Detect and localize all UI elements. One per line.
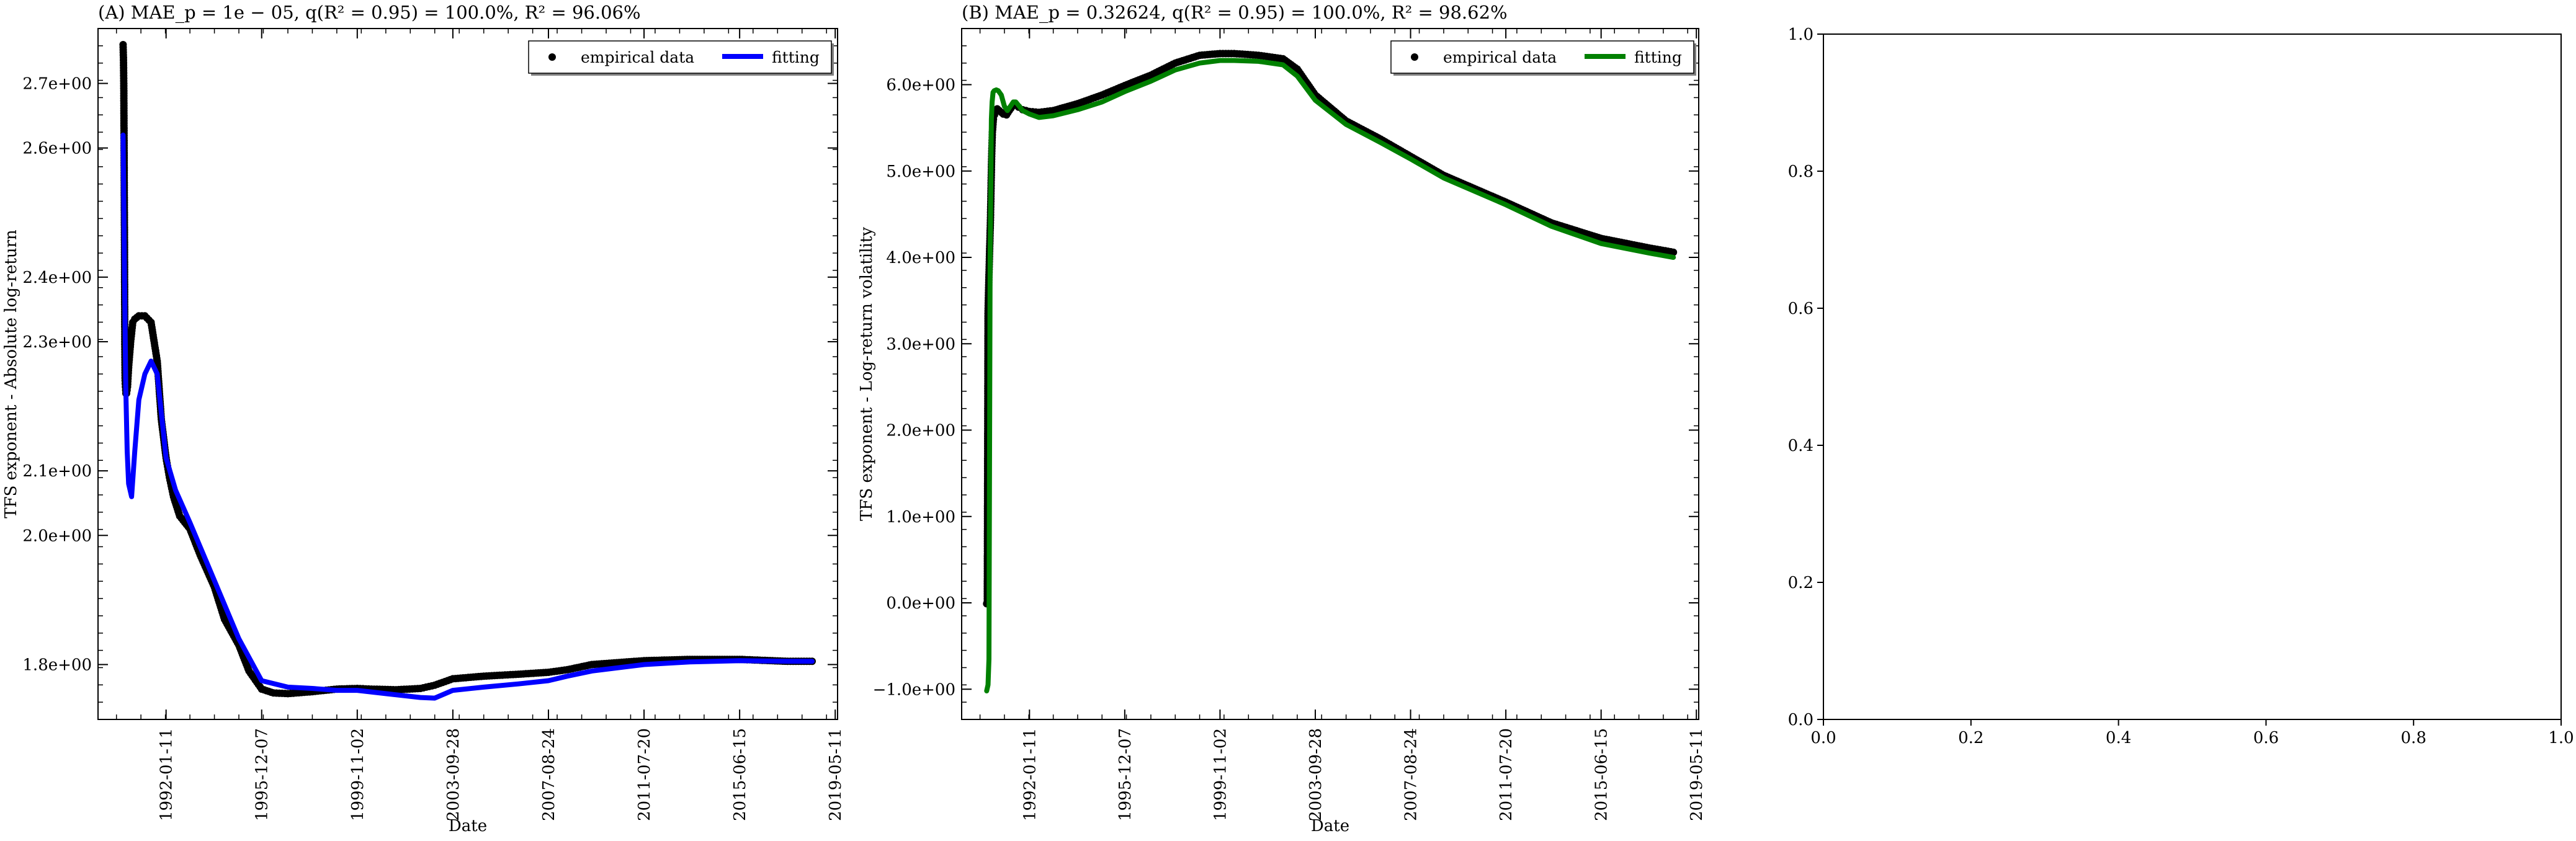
panel-b-legend-empirical-label: empirical data [1443,48,1557,66]
x-tick-label: 1999-11-02 [349,728,367,821]
y-tick-label: 0.0 [1788,711,1813,729]
x-tick-label: 0.6 [2253,729,2279,747]
x-tick-label: 0.4 [2106,729,2131,747]
panel-b-ticks [962,28,1699,720]
y-tick-label: 3.0e+00 [886,335,955,354]
y-tick-label: 0.2 [1788,574,1813,592]
x-tick-label: 2011-07-20 [1497,728,1516,821]
x-tick-label: 2003-09-28 [444,728,463,821]
panel-c-axes-frame [1823,33,2562,720]
x-tick-label: 0.0 [1810,729,1836,747]
panel-a-legend-box [528,40,832,74]
panel-a-title: (A) MAE_p = 1e − 05, q(R² = 0.95) = 100.… [98,2,641,24]
panel-a-tick-labels: 1992-01-11 1995-12-07 1999-11-02 2003-09-28… [22,74,845,821]
series-fitting-line [984,58,1676,693]
panel-b-tick-labels: 1992-01-11 1995-12-07 1999-11-02 2003-09-28… [873,76,1707,821]
panel-a-legend-empirical-marker [548,53,556,61]
y-tick-label: 6.0e+00 [886,76,955,95]
x-tick-label: 2007-08-24 [1402,728,1421,821]
panel-b-title: (B) MAE_p = 0.32624, q(R² = 0.95) = 100.… [962,2,1508,24]
y-tick-label: 0.4 [1788,437,1813,455]
y-tick-label: 2.4e+00 [22,269,92,287]
x-tick-label: 2003-09-28 [1307,728,1325,821]
x-tick-label: 2019-05-11 [1688,728,1706,821]
x-tick-label: 1.0 [2548,729,2574,747]
x-tick-label: 1992-01-11 [1021,728,1039,821]
y-tick-label: −1.0e+00 [873,680,955,699]
panel-a-x-axis-label: Date [449,817,487,835]
panel-a-ticks [98,28,838,720]
panel-a-plot-area [119,41,816,701]
panel-a-y-axis-label: TFS exponent - Absolute log-return [2,229,20,518]
panel-b-x-axis-label: Date [1311,817,1349,835]
panel-a-series [119,41,816,701]
panel-c-ticks [1817,33,2562,726]
series-fitting-line [120,132,815,701]
panel-c: 0.0 0.2 0.4 0.6 0.8 1.0 0.0 0.2 0.4 0.6 0.8 1.0 [1788,25,2574,747]
y-tick-label: 0.0e+00 [886,594,955,613]
panel-b: (B) MAE_p = 0.32624, q(R² = 0.95) = 100.… [857,2,1706,835]
x-tick-label: 1999-11-02 [1211,728,1230,821]
panel-b-legend-box [1390,40,1694,74]
panel-b-axes-frame [961,28,1699,720]
y-tick-label: 5.0e+00 [886,162,955,181]
panel-b-legend: empirical data fitting [1390,40,1696,76]
panel-a-axes-frame [97,28,838,720]
y-tick-label: 1.0e+00 [886,508,955,527]
x-tick-label: 0.8 [2401,729,2426,747]
panel-c-tick-labels: 0.0 0.2 0.4 0.6 0.8 1.0 0.0 0.2 0.4 0.6 0.8 1.0 [1788,25,2574,747]
panel-b-y-axis-label: TFS exponent - Log-return volatility [857,227,876,521]
y-tick-label: 0.8 [1788,162,1813,181]
y-tick-label: 2.7e+00 [22,74,92,93]
x-tick-label: 1995-12-07 [253,728,272,821]
y-tick-label: 2.0e+00 [22,527,92,545]
x-tick-label: 0.2 [1958,729,1983,747]
panel-b-legend-fitting-label: fitting [1634,48,1682,66]
panel-b-legend-empirical-marker [1411,53,1418,61]
y-tick-label: 2.3e+00 [22,333,92,352]
x-tick-label: 2011-07-20 [635,728,654,821]
y-tick-label: 2.1e+00 [22,462,92,481]
panel-b-series [983,50,1678,693]
x-tick-label: 1995-12-07 [1116,728,1135,821]
x-tick-label: 2015-06-15 [1593,728,1611,821]
panel-a-legend: empirical data fitting [528,40,834,76]
data-point [1670,248,1678,256]
panel-a: (A) MAE_p = 1e − 05, q(R² = 0.95) = 100.… [2,2,845,835]
x-tick-label: 2019-05-11 [826,728,845,821]
y-tick-label: 2.6e+00 [22,140,92,158]
y-tick-label: 1.0 [1788,25,1813,44]
y-tick-label: 1.8e+00 [22,656,92,675]
x-tick-label: 1992-01-11 [158,728,176,821]
y-tick-label: 0.6 [1788,300,1813,318]
panel-a-legend-fitting-label: fitting [772,48,820,66]
y-tick-label: 4.0e+00 [886,249,955,267]
panel-a-legend-empirical-label: empirical data [581,48,694,66]
x-tick-label: 2015-06-15 [731,728,749,821]
y-tick-label: 2.0e+00 [886,422,955,440]
x-tick-label: 2007-08-24 [540,728,558,821]
